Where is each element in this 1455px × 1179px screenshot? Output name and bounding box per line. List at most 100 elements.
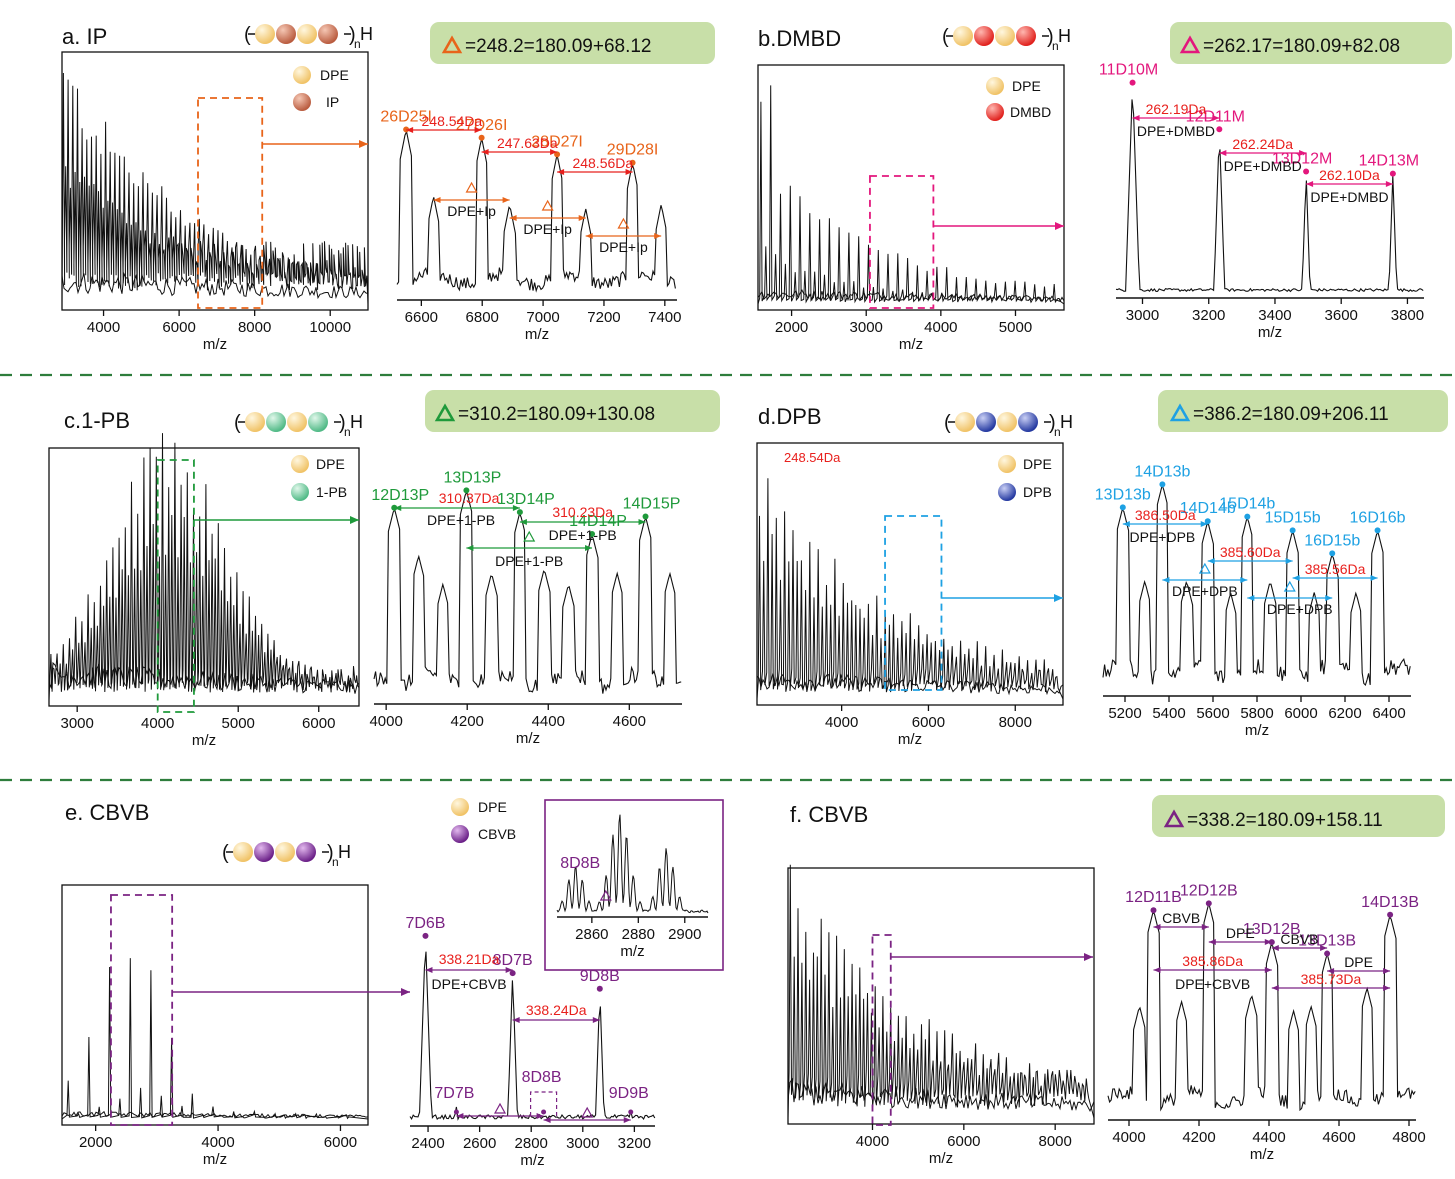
panel-f-delta-label: 385.73Da [1301, 971, 1362, 987]
svg-text:1-PB: 1-PB [316, 484, 347, 500]
panel-d-zoom-peak-label: 16D16b [1350, 509, 1406, 526]
panel-a-combo-arrow-head-left [585, 233, 593, 239]
chain-end: H [1060, 412, 1073, 432]
panel-e-minor-triangle [493, 1102, 507, 1114]
chain-end: H [338, 842, 351, 862]
panel-f-zoom-peak-label: 14D13B [1361, 894, 1419, 911]
panel-f-segment-label: CBVB [1162, 910, 1200, 926]
panel-a-combo-arrow-head-right [578, 215, 586, 221]
panel-d-zoom-tick-label: 5400 [1152, 705, 1185, 722]
panel-e-delta-arrow-head-left [512, 1017, 520, 1023]
panel-c-combo-label: DPE+1-PB [549, 527, 617, 543]
legend-a: DPE IP [293, 66, 349, 111]
panel-a-overview-xlabel: m/z [203, 336, 227, 353]
panel-a-combo-triangle [465, 181, 478, 193]
formula-box-c: =310.2=180.09+130.08 [425, 390, 720, 432]
panel-d-overview-tick-label: 6000 [912, 714, 945, 731]
panel-b-zoom-axis: 3000 3200 3400 3600 3800 m/z [1116, 297, 1424, 341]
delta-triangle-c [434, 403, 456, 422]
panel-d-delta-arrow-head-left [1207, 558, 1215, 564]
panel-f-zoom-trace [1107, 903, 1416, 1112]
panel-f-combo-label: DPE+CBVB [1175, 976, 1250, 992]
panel-c-delta-arrow-head-right [512, 505, 520, 511]
chain-end: H [350, 412, 363, 432]
panel-d-overview-highlight-box [884, 515, 943, 691]
svg-text:(: ( [234, 412, 241, 434]
panel-e-minor-dot [453, 1109, 459, 1115]
panel-f-overview-tick-label: 4000 [856, 1133, 889, 1150]
panel-d-delta-label: 386.50Da [1135, 507, 1196, 523]
panel-f-segment-label: DPE [1344, 954, 1373, 970]
panel-b-zoom-trace [1115, 99, 1424, 293]
panel-c-overview-tick-label: 4000 [141, 715, 174, 732]
panel-e-zoom-trace [409, 951, 656, 1121]
svg-text:): ) [349, 24, 356, 46]
panel-c-overview-noise [48, 661, 360, 694]
panel-f-overview-tick-label: 8000 [1038, 1133, 1071, 1150]
panel-e-zoom-tick-label: 2600 [463, 1135, 496, 1152]
panel-d-delta-label: 385.60Da [1220, 544, 1281, 560]
panel-a-overview-tick-label: 6000 [162, 319, 195, 336]
panel-a-delta-arrow-head-right [474, 127, 482, 133]
panel-a-zoom-peak-dot [554, 151, 561, 158]
panel-b-delta-arrow-head-left [1132, 115, 1140, 121]
svg-text:DPE: DPE [1012, 78, 1041, 94]
panel-b-zoom-peak-dot [1129, 79, 1136, 86]
panel-c-zoom-peak-label: 14D15P [623, 496, 681, 513]
panel-f-segment-arrow-head-right [1320, 945, 1328, 951]
panel-d-overview-zoom-arrowhead [1054, 594, 1063, 602]
panel-d-combo-arrow-head-left [1162, 577, 1170, 583]
panel-c-zoom-peak-label: 13D13P [443, 469, 501, 486]
panel-e-zoom-tick-label: 3000 [566, 1135, 599, 1152]
panel-b-overview-spectrum [757, 85, 1065, 309]
panel-d-overview-xlabel: m/z [898, 731, 922, 748]
chain-end: H [360, 24, 373, 44]
panel-b-zoom-peak-dot [1389, 170, 1396, 177]
panel-a-annotations: 248.54Da 247.63Da 248.56Da DPE+Ip DPE+Ip DPE+… [406, 113, 662, 255]
panel-b-delta-arrow-head-left [1306, 181, 1314, 187]
delta-triangle-b [1179, 35, 1201, 54]
panel-a-overview-axis: 4000 6000 8000 10000 m/z [61, 51, 369, 353]
panel-a-zoom-peak-dot [478, 134, 485, 141]
panel-f-segment-label: DPE [1226, 925, 1255, 941]
panel-e-delta-label: 338.24Da [526, 1002, 587, 1018]
panel-d-zoom-peak-label: 15D14b [1219, 496, 1275, 513]
panel-b-zoom-peak-dot [1303, 168, 1310, 175]
panel-d-zoom-peak-label: 14D14b [1180, 500, 1236, 517]
panel-d-combo-triangle [1198, 562, 1211, 574]
panel-f-segment-label: CBVB [1280, 931, 1318, 947]
legend-e: DPE CBVB [451, 798, 516, 843]
svg-text:=386.2=180.09+206.11: =386.2=180.09+206.11 [1193, 404, 1389, 425]
panel-d-zoom-tick-label: 6400 [1372, 705, 1405, 722]
panel-f-delta-arrow-head-left [1153, 967, 1161, 973]
panel-b-overview-tick-label: 5000 [999, 319, 1032, 336]
panel-d-combo-triangle [1283, 580, 1296, 592]
panel-f-overview-trace [787, 864, 1095, 1119]
panel-a-delta-arrow-head-right [625, 169, 633, 175]
svg-text:IP: IP [326, 94, 339, 110]
panel-d-combo-arrow-head-right [1325, 595, 1333, 601]
panel-b-zoom-tick-label: 3600 [1325, 307, 1358, 324]
chain-subscript: n [354, 37, 361, 51]
chain-structure-b: ()n H [942, 26, 1071, 53]
panel-f-zoom-peak-dot [1150, 907, 1157, 914]
panel-e-overview-tick-label: 6000 [324, 1134, 357, 1151]
panel-a-combo-triangle [617, 217, 630, 229]
panel-c-annotations: 310.37Da DPE+1-PB 310.23Da DPE+1-PB DPE+1-PB [394, 490, 646, 569]
panel-a-combo-arrow-head-right [654, 233, 662, 239]
panel-d-zoom-trace [1102, 483, 1411, 687]
panel-a-overview-tick-label: 8000 [238, 319, 271, 336]
svg-text:): ) [1049, 412, 1056, 434]
panel-b-zoom-xlabel: m/z [1258, 324, 1282, 341]
stray-label-d: 248.54Da [784, 450, 841, 465]
panel-b-zoom-peak-label: 13D12M [1272, 150, 1332, 167]
panel-c-delta-arrow-head-right [638, 519, 646, 525]
panel-b-zoom-tick-label: 3000 [1126, 307, 1159, 324]
panel-a-delta-label: 248.54Da [422, 113, 483, 129]
panel-d-title: d.DPB [758, 404, 822, 429]
panel-a-zoom-trace [396, 130, 676, 293]
panel-d-annotations: 386.50Da 385.60Da 385.56Da DPE+DPB DPE+DPB DP… [1122, 507, 1378, 617]
panel-a-zoom-axis: 6600 6800 7000 7200 7400 m/z [397, 299, 682, 343]
panel-e-delta-arrow-head-left [425, 967, 433, 973]
